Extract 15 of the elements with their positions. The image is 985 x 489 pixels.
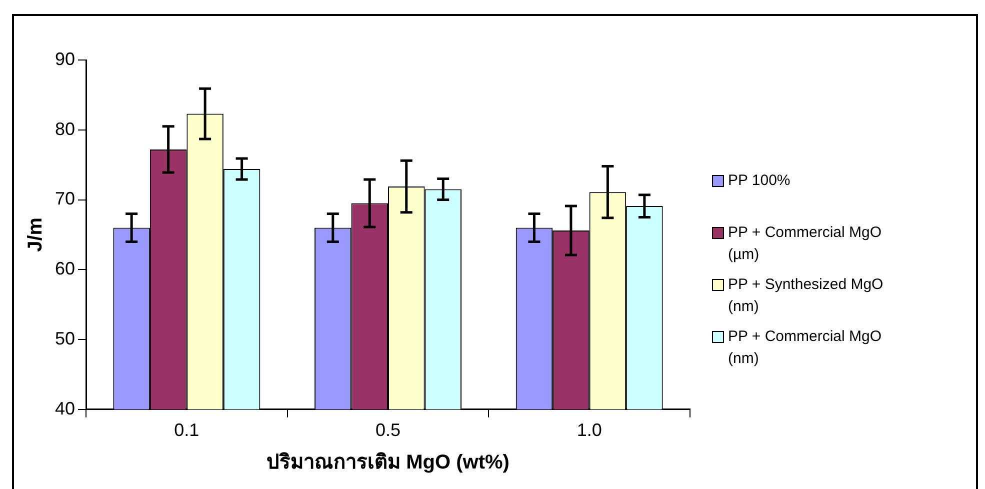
x-tick-label: 1.0 <box>576 420 602 440</box>
y-axis-title: J/m <box>24 217 47 252</box>
y-tick-label: 90 <box>54 48 76 69</box>
y-tick-label: 50 <box>54 328 76 348</box>
y-tick-label: 80 <box>54 118 76 139</box>
legend-label: PP + Synthesized MgO (nm) <box>728 275 884 317</box>
x-tick-label: 0.5 <box>375 420 401 440</box>
legend-label: PP + Commercial MgO (nm) <box>728 327 883 369</box>
y-tick-label: 40 <box>54 398 76 418</box>
y-tick-label: 60 <box>54 258 76 279</box>
y-tick-label: 70 <box>54 188 76 209</box>
x-axis-title: ปริมาณการเติม MgO (wt%) <box>266 452 510 474</box>
x-tick-label: 0.1 <box>174 420 200 440</box>
legend-label: PP + Commercial MgO (µm) <box>728 223 883 265</box>
legend-label: PP 100% <box>728 171 790 191</box>
